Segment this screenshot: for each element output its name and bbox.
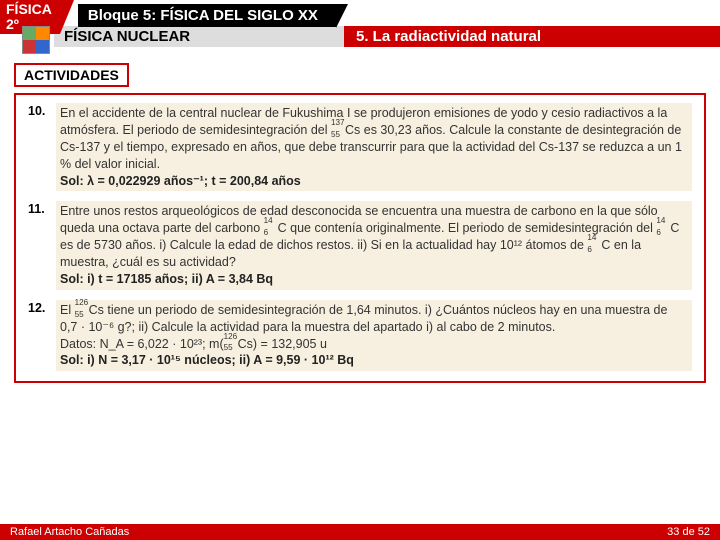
datos: Datos: N_A = 6,022 · 10²³; m(12655Cs) = … bbox=[60, 337, 327, 351]
isotope: 146C bbox=[656, 220, 679, 237]
problem-text: En el accidente de la central nuclear de… bbox=[56, 103, 692, 191]
footer-author: Rafael Artacho Cañadas bbox=[10, 526, 129, 538]
content-box: 10. En el accidente de la central nuclea… bbox=[14, 93, 706, 383]
isotope: 13755Cs bbox=[331, 122, 360, 139]
problem-12: 12. El 12655Cs tiene un periodo de semid… bbox=[28, 300, 692, 372]
solution: Sol: i) t = 17185 años; ii) A = 3,84 Bq bbox=[60, 272, 273, 286]
isotope: 12655Cs bbox=[224, 336, 253, 353]
problem-text: El 12655Cs tiene un periodo de semidesin… bbox=[56, 300, 692, 372]
subheader: FÍSICA NUCLEAR 5. La radiactividad natur… bbox=[54, 26, 720, 47]
red-bar: 5. La radiactividad natural bbox=[344, 26, 720, 47]
problem-number: 12. bbox=[28, 300, 56, 372]
block-title: Bloque 5: FÍSICA DEL SIGLO XX bbox=[78, 4, 336, 27]
footer: Rafael Artacho Cañadas 33 de 52 bbox=[0, 524, 720, 540]
activities-label: ACTIVIDADES bbox=[14, 63, 129, 87]
subject-icon bbox=[22, 26, 50, 54]
problem-10: 10. En el accidente de la central nuclea… bbox=[28, 103, 692, 191]
solution: Sol: λ = 0,022929 años⁻¹; t = 200,84 año… bbox=[60, 174, 301, 188]
problem-number: 10. bbox=[28, 103, 56, 191]
isotope: 146C bbox=[587, 237, 610, 254]
gray-bar: FÍSICA NUCLEAR bbox=[54, 26, 344, 47]
solution: Sol: i) N = 3,17 · 10¹⁵ núcleos; ii) A =… bbox=[60, 353, 354, 367]
subject-line1: FÍSICA bbox=[6, 2, 52, 17]
problem-text: Entre unos restos arqueológicos de edad … bbox=[56, 201, 692, 289]
isotope: 146C bbox=[264, 220, 287, 237]
isotope: 12655Cs bbox=[75, 302, 104, 319]
problem-11: 11. Entre unos restos arqueológicos de e… bbox=[28, 201, 692, 289]
footer-page: 33 de 52 bbox=[667, 526, 710, 538]
problem-number: 11. bbox=[28, 201, 56, 289]
